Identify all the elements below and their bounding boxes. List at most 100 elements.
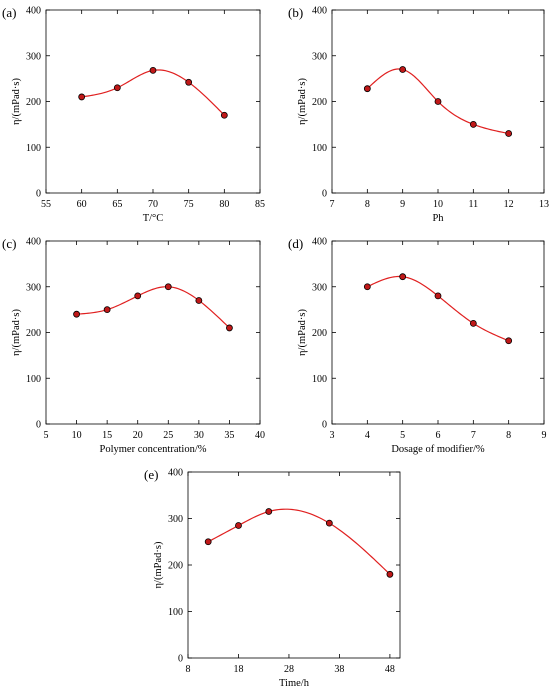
y-tick-label-e: 0 xyxy=(178,654,183,665)
plot-frame-d xyxy=(331,240,545,425)
data-point-d xyxy=(469,319,477,327)
x-tick-label-c: 5 xyxy=(44,430,49,441)
plot-frame-e xyxy=(187,471,401,659)
x-tick-label-a: 80 xyxy=(219,199,229,210)
chart-panel-a: 0 100 200 300 400 55 60 65 70 75 80 85 T/°C η/(mPad·s… xyxy=(2,5,265,224)
y-tick-label-b: 300 xyxy=(312,51,327,62)
y-tick-label-b: 400 xyxy=(312,6,327,17)
x-tick-label-b: 9 xyxy=(400,199,405,210)
data-point-b xyxy=(469,120,477,128)
x-tick-label-b: 12 xyxy=(504,199,514,210)
x-tick-label-a: 85 xyxy=(255,199,265,210)
data-point-e xyxy=(235,522,242,529)
y-tick-label-d: 200 xyxy=(312,328,327,339)
x-axis-title-c: Polymer concentration/% xyxy=(99,444,206,455)
data-point-b xyxy=(505,130,513,137)
panel-label-e: (e) xyxy=(144,467,158,482)
series-line-e xyxy=(207,508,391,575)
x-tick-label-e: 18 xyxy=(233,664,243,675)
x-tick-label-d: 8 xyxy=(506,430,511,441)
data-point-b xyxy=(363,85,371,93)
data-point-e xyxy=(386,570,394,578)
y-tick-label-b: 200 xyxy=(312,97,327,108)
data-point-a xyxy=(113,84,121,92)
x-axis-title-a: T/°C xyxy=(143,213,164,224)
panel-label-a: (a) xyxy=(2,5,16,20)
data-point-a xyxy=(185,78,193,86)
x-tick-label-c: 35 xyxy=(224,430,234,441)
data-point-c xyxy=(134,292,142,300)
y-axis-title-a: η/(mPad·s) xyxy=(11,78,22,125)
x-tick-label-e: 48 xyxy=(385,664,395,675)
x-tick-label-a: 70 xyxy=(148,199,158,210)
data-point-a xyxy=(220,111,228,119)
x-tick-label-a: 65 xyxy=(112,199,122,210)
panel-label-d: (d) xyxy=(288,236,303,251)
x-tick-label-b: 8 xyxy=(365,199,370,210)
data-point-c xyxy=(195,297,203,304)
data-point-b xyxy=(434,98,442,105)
x-tick-label-b: 13 xyxy=(539,199,549,210)
panel-label-c: (c) xyxy=(2,236,16,251)
panel-label-b: (b) xyxy=(288,5,303,20)
x-tick-label-e: 38 xyxy=(334,664,344,675)
x-tick-label-c: 40 xyxy=(255,430,265,441)
y-tick-label-a: 300 xyxy=(26,51,41,62)
data-point-a xyxy=(149,66,157,74)
y-tick-label-d: 300 xyxy=(312,282,327,293)
y-tick-label-a: 0 xyxy=(36,189,41,200)
x-axis-title-b: Ph xyxy=(432,213,444,224)
y-tick-label-c: 200 xyxy=(26,328,41,339)
x-tick-label-c: 10 xyxy=(72,430,82,441)
y-axis-title-b: η/(mPad·s) xyxy=(297,78,308,125)
data-point-c xyxy=(73,310,80,318)
y-axis-title-c: η/(mPad·s) xyxy=(11,309,22,356)
data-point-d xyxy=(434,292,442,300)
y-tick-label-e: 200 xyxy=(168,561,183,572)
data-point-c xyxy=(226,324,233,332)
series-line-a xyxy=(81,69,225,116)
data-point-e xyxy=(325,519,333,527)
chart-panel-b: 0 100 200 300 400 7 8 9 10 11 12 13 Ph η/(mPad·s) (b) xyxy=(288,5,549,224)
data-point-d xyxy=(505,337,513,345)
x-tick-label-e: 8 xyxy=(186,664,191,675)
y-tick-label-c: 300 xyxy=(26,282,41,293)
y-tick-label-b: 100 xyxy=(312,143,327,154)
chart-panel-e: 0 100 200 300 400 8 18 28 38 48 Time/h η/(mPad·s) (e… xyxy=(144,467,401,689)
plot-frame-c xyxy=(45,240,261,425)
data-point-c xyxy=(164,283,172,291)
y-tick-label-e: 300 xyxy=(168,514,183,525)
x-tick-label-d: 5 xyxy=(400,430,405,441)
x-tick-label-b: 11 xyxy=(469,199,479,210)
y-tick-label-d: 0 xyxy=(322,420,327,431)
x-tick-label-d: 7 xyxy=(471,430,476,441)
x-tick-label-d: 3 xyxy=(330,430,335,441)
x-axis-title-d: Dosage of modifier/% xyxy=(391,444,485,455)
x-tick-label-a: 75 xyxy=(184,199,194,210)
y-tick-label-c: 0 xyxy=(36,420,41,431)
x-tick-label-d: 6 xyxy=(436,430,441,441)
y-tick-label-d: 400 xyxy=(312,237,327,248)
x-tick-label-b: 10 xyxy=(433,199,443,210)
data-point-d xyxy=(363,283,371,291)
series-line-d xyxy=(367,275,509,342)
data-point-b xyxy=(399,66,407,73)
series-line-c xyxy=(76,286,230,329)
x-tick-label-c: 30 xyxy=(194,430,204,441)
x-tick-label-d: 4 xyxy=(365,430,370,441)
x-tick-label-a: 55 xyxy=(41,199,51,210)
y-tick-label-a: 400 xyxy=(26,6,41,17)
x-tick-label-a: 60 xyxy=(77,199,87,210)
y-tick-label-d: 100 xyxy=(312,374,327,385)
y-axis-title-e: η/(mPad·s) xyxy=(153,541,164,588)
chart-panel-d: 0 100 200 300 400 3 4 5 6 7 8 9 Dosage of modifier/%… xyxy=(288,236,547,455)
y-tick-label-a: 200 xyxy=(26,97,41,108)
y-tick-label-a: 100 xyxy=(26,143,41,154)
data-point-d xyxy=(399,273,407,281)
x-tick-label-c: 20 xyxy=(133,430,143,441)
y-tick-label-e: 100 xyxy=(168,607,183,618)
data-point-c xyxy=(103,306,111,314)
chart-panel-c: 0 100 200 300 400 5 10 15 20 25 30 35 40 Polymer conc… xyxy=(2,236,265,455)
x-tick-label-b: 7 xyxy=(330,199,335,210)
